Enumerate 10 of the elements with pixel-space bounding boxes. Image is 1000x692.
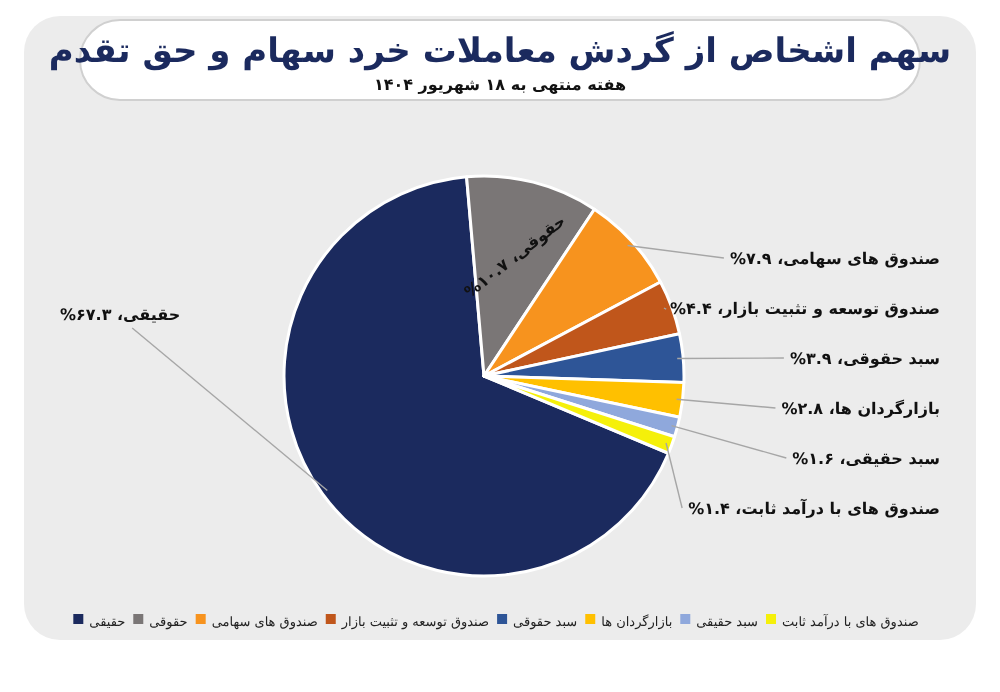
data-label: صندوق توسعه و تثبیت بازار، ۴.۴% <box>670 300 941 318</box>
chart-title: سهم اشخاص از گردش معاملات خرد سهام و حق تقدم <box>48 30 952 72</box>
data-label: حقوقی، ۱۰.۷% <box>461 211 570 302</box>
data-label: سبد حقوقی، ۳.۹% <box>789 350 941 368</box>
data-label: حقیقی، ۶۷.۳% <box>60 306 181 324</box>
data-label: صندوق های با درآمد ثابت، ۱.۴% <box>688 498 941 518</box>
data-label: بازارگردان ها، ۲.۸% <box>781 398 940 418</box>
data-label: صندوق های سهامی، ۷.۹% <box>729 250 941 268</box>
chart-subtitle: هفته منتهی به ۱۸ شهریور ۱۴۰۴ <box>373 76 628 94</box>
data-label: سبد حقیقی، ۱.۶% <box>792 450 941 468</box>
